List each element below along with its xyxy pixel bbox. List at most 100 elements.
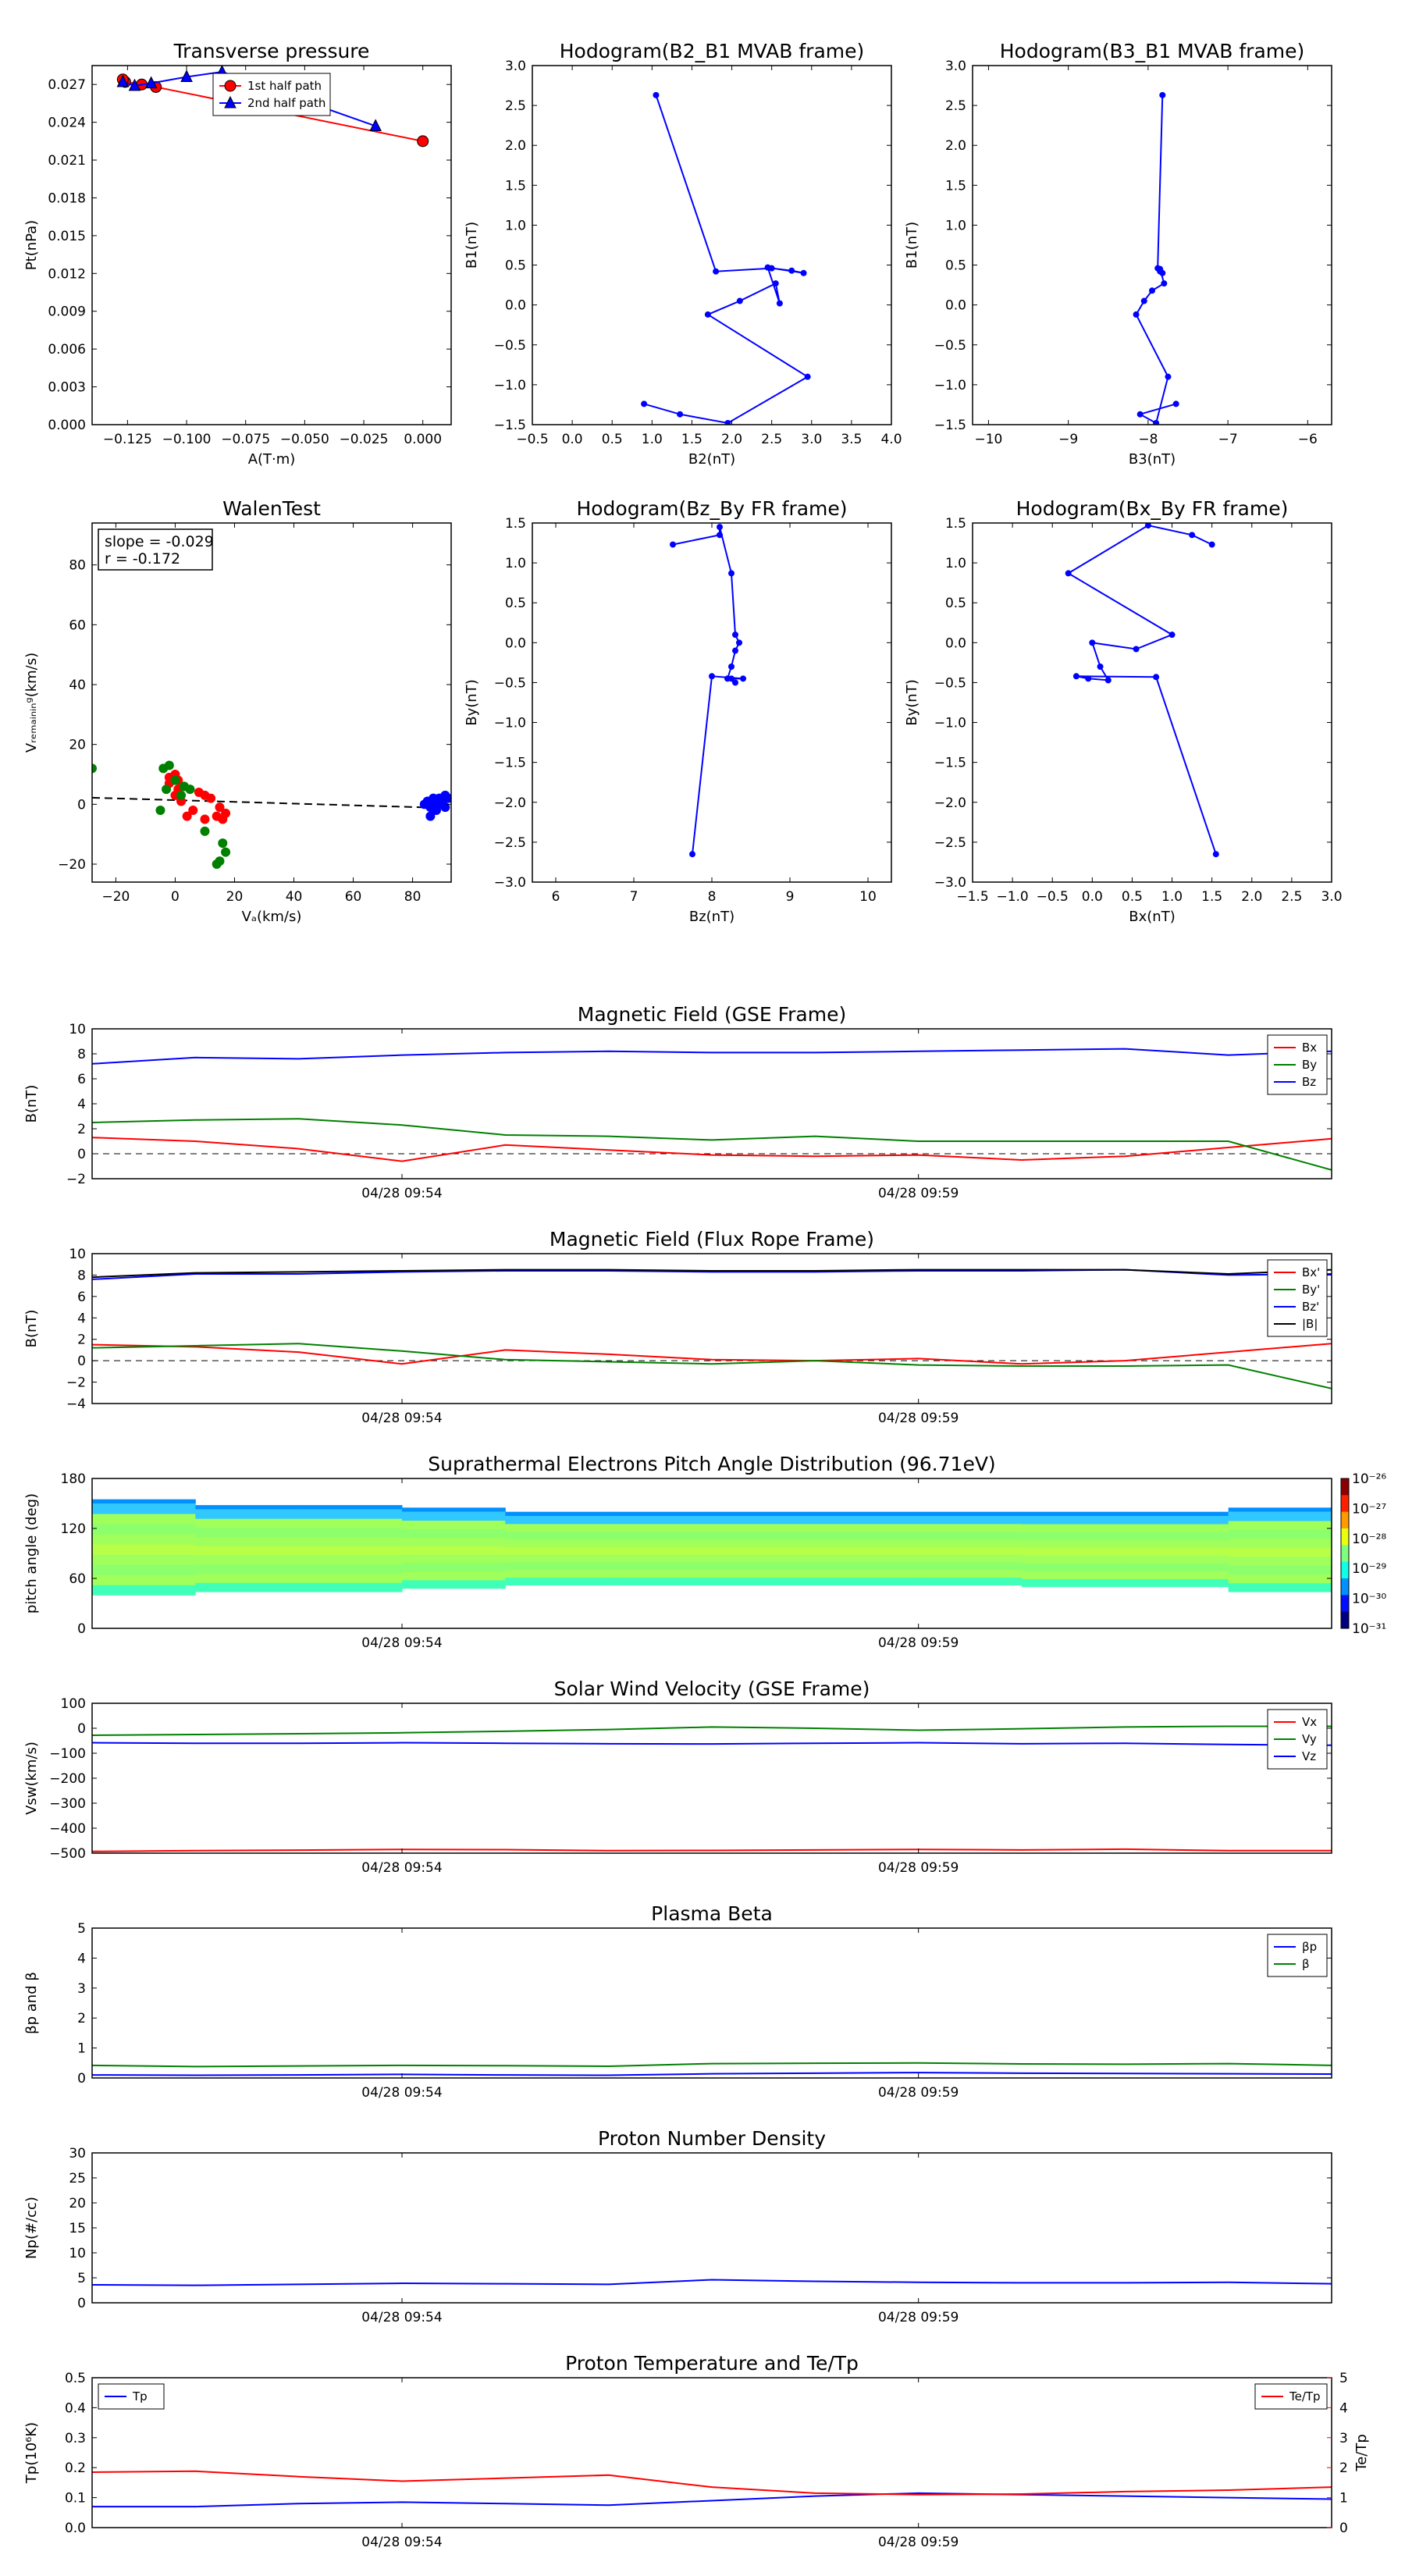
- heatmap-cell: [608, 1523, 713, 1532]
- heatmap-cell: [815, 1554, 919, 1563]
- heatmap-cell: [712, 1569, 816, 1578]
- heatmap-cell: [402, 1563, 506, 1572]
- data-point: [717, 532, 723, 539]
- data-point: [212, 859, 222, 869]
- heatmap-cell: [402, 1579, 506, 1589]
- y-tick-label: 0.0: [945, 298, 966, 314]
- annotation-box: [98, 528, 213, 571]
- x-tick-label: 04/28 09:59: [878, 1186, 959, 1201]
- series-line: [92, 2492, 1332, 2508]
- x-tick-label: 04/28 09:54: [361, 2085, 442, 2101]
- chart-title: Hodogram(Bx_By FR frame): [1016, 497, 1289, 520]
- heatmap-cell: [195, 1505, 300, 1510]
- data-point: [728, 664, 735, 670]
- plot-area: [92, 1048, 1332, 1171]
- y-axis-label: By(nT): [464, 679, 480, 725]
- right-tick-label: 5: [1339, 2371, 1348, 2386]
- data-point: [1212, 851, 1219, 858]
- plot-area: [92, 2062, 1332, 2076]
- heatmap-cell: [608, 1577, 713, 1586]
- heatmap-cell: [918, 1554, 1023, 1563]
- heatmap-cell: [402, 1528, 506, 1538]
- heatmap-cell: [1125, 1571, 1229, 1580]
- heatmap-cell: [505, 1577, 610, 1586]
- y-tick-label: 1.0: [945, 556, 966, 571]
- y-tick-label: 1.0: [505, 556, 526, 571]
- y-tick-label: −3.0: [494, 875, 526, 891]
- data-point: [1159, 91, 1166, 98]
- x-axis-label: Bz(nT): [689, 909, 735, 925]
- heatmap-cell: [815, 1539, 919, 1547]
- y-tick-label: 1.5: [505, 178, 526, 194]
- y-tick-label: 0.015: [48, 229, 86, 244]
- heatmap-cell: [712, 1511, 816, 1516]
- y-tick-label: 0.5: [505, 596, 526, 611]
- y-tick-label: 8: [77, 1047, 86, 1062]
- heatmap-cell: [402, 1537, 506, 1546]
- x-tick-label: 0.5: [602, 432, 623, 447]
- heatmap-cell: [195, 1564, 300, 1574]
- y-tick-label: 20: [69, 738, 86, 753]
- y-tick-label: 0.0: [945, 635, 966, 651]
- data-point: [369, 119, 382, 131]
- right-tick-label: 2: [1339, 2460, 1348, 2476]
- y-tick-label: 0.006: [48, 342, 86, 358]
- data-point: [724, 419, 731, 425]
- y-tick-label: 0: [77, 797, 86, 813]
- x-tick-label: −0.100: [162, 432, 212, 447]
- x-tick-label: −10: [974, 432, 1002, 447]
- heatmap-cell: [608, 1511, 713, 1516]
- y-tick-label: −0.5: [494, 338, 526, 354]
- heatmap-cell: [918, 1539, 1023, 1547]
- data-point: [1133, 646, 1140, 653]
- data-point: [641, 400, 648, 407]
- x-tick-label: 7: [630, 889, 638, 905]
- y-axis-label: pitch angle (deg): [23, 1493, 40, 1614]
- y-tick-label: 30: [69, 2146, 86, 2161]
- y-tick-label: 10: [69, 1247, 86, 1262]
- y-tick-label: 1.0: [505, 218, 526, 233]
- plot-area: [1133, 91, 1179, 425]
- y-tick-label: 2.0: [945, 138, 966, 154]
- legend-box: [1254, 2383, 1328, 2410]
- data-point: [800, 269, 807, 276]
- y-tick-label: −0.5: [934, 675, 966, 691]
- y-tick-label: 0: [77, 1621, 86, 1637]
- colorbar-tick-label: 10⁻²⁷: [1352, 1501, 1386, 1517]
- legend-box: [1267, 1934, 1328, 1977]
- heatmap-cell: [92, 1585, 196, 1596]
- chart-title: Transverse pressure: [173, 40, 370, 62]
- data-point: [728, 570, 735, 577]
- colorbar-segment: [1341, 1545, 1349, 1563]
- heatmap-cell: [1125, 1578, 1229, 1588]
- legend-label: β: [1302, 1957, 1310, 1971]
- y-tick-label: 0.1: [65, 2491, 86, 2507]
- heatmap-cell: [608, 1569, 713, 1578]
- heatmap-cell: [195, 1555, 300, 1565]
- y-tick-label: 0.5: [65, 2371, 86, 2386]
- heatmap-cell: [92, 1544, 196, 1555]
- y-tick-label: −1.5: [934, 418, 966, 433]
- series-line: [92, 2279, 1332, 2286]
- heatmap-cell: [1022, 1516, 1126, 1525]
- y-tick-label: 0.2: [65, 2460, 86, 2476]
- data-point: [1168, 632, 1176, 639]
- colorbar-segment: [1341, 1595, 1349, 1613]
- plot-area: [641, 91, 811, 425]
- x-axis-label: B2(nT): [688, 451, 735, 468]
- legend-box: [212, 73, 331, 116]
- y-axis-label: Vᵣₑₘₐᵢₙᵢₙᵍ(km/s): [23, 653, 40, 753]
- y-tick-label: 5: [77, 2271, 86, 2286]
- colorbar-segment: [1341, 1478, 1349, 1496]
- series-line: [1135, 94, 1176, 425]
- heatmap-cell: [1022, 1539, 1126, 1548]
- data-point: [736, 639, 742, 646]
- legend-label: 2nd half path: [247, 96, 325, 110]
- y-tick-label: 3: [77, 1981, 86, 1997]
- x-axis-label: Vₐ(km/s): [242, 909, 302, 925]
- axes-frame: [972, 522, 1332, 883]
- y-axis-label: Pt(nPa): [23, 220, 40, 270]
- data-point: [776, 300, 783, 307]
- chart-title: Plasma Beta: [651, 1902, 773, 1925]
